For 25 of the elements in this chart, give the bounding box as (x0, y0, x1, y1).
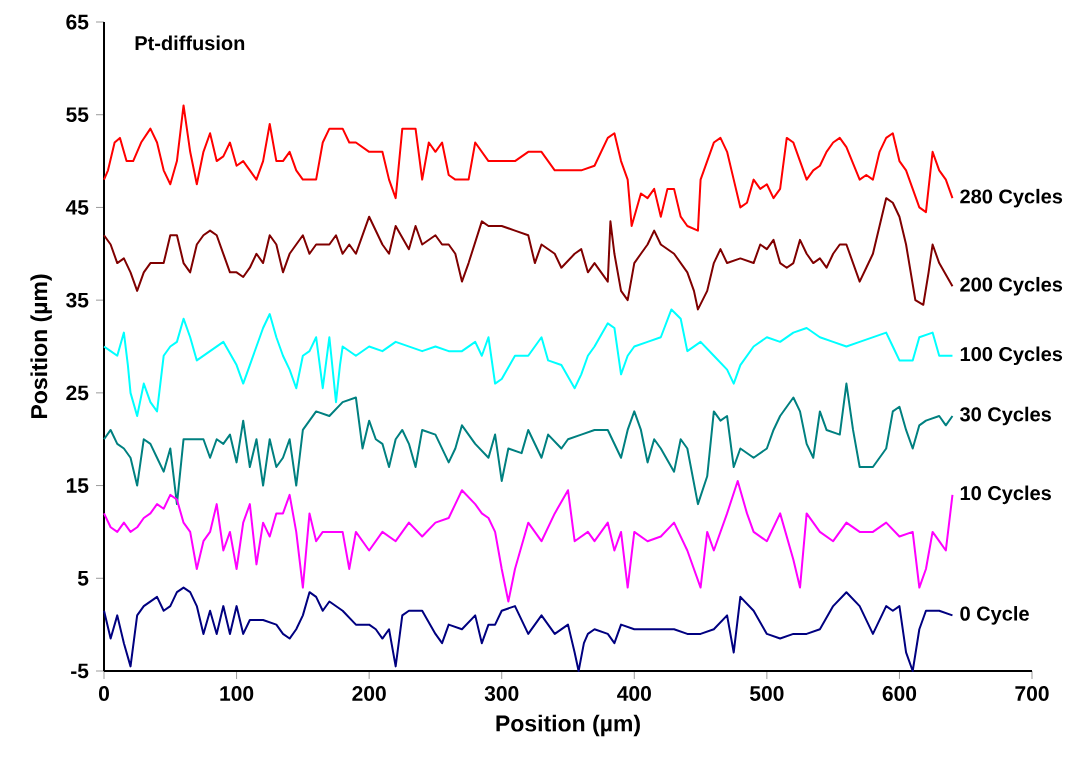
series-label: 30 Cycles (960, 406, 1051, 426)
series-label: 10 Cycles (960, 485, 1051, 505)
text: Pt-diffusion (135, 35, 245, 51)
series-label: 280 Cycles (960, 188, 1063, 208)
y-tick-label: 55 (66, 107, 89, 123)
y-tick-label: 25 (66, 385, 89, 401)
y-tick-label: 45 (65, 200, 89, 215)
y-tick-label: 15 (66, 478, 89, 493)
y-tick-label: 65 (66, 14, 89, 30)
x-tick-label: 200 (352, 686, 386, 701)
series-label: 100 Cycles (960, 346, 1063, 366)
y-tick-label: -5 (71, 663, 89, 679)
y-tick-label: 5 (77, 570, 89, 586)
x-tick-label: 0 (98, 686, 109, 701)
y-tick-label: 35 (66, 292, 89, 308)
x-tick-label: 300 (484, 686, 519, 701)
x-tick-label: 600 (882, 686, 917, 701)
x-tick-label: 500 (750, 686, 784, 701)
y-axis-title: Position (µm) (30, 274, 52, 419)
x-tick-label: 400 (617, 686, 651, 701)
series-label: 0 Cycle (960, 606, 1029, 625)
x-axis-title: Position (µm) (496, 714, 640, 737)
x-tick-label: 700 (1015, 686, 1049, 701)
x-tick-label: 100 (220, 686, 254, 701)
series-label: 200 Cycles (960, 276, 1063, 296)
